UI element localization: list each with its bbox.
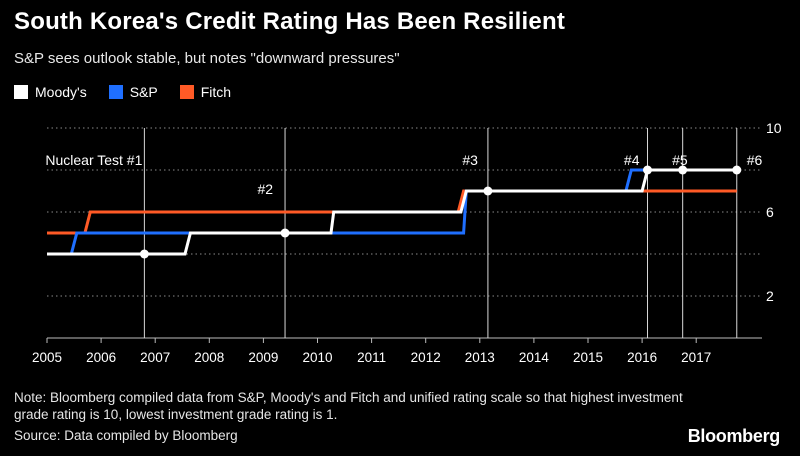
event-marker [678, 165, 688, 175]
event-marker [139, 249, 149, 259]
footnote: Note: Bloomberg compiled data from S&P, … [14, 390, 683, 422]
event-label: #2 [257, 181, 273, 197]
legend-swatch-fitch [179, 85, 194, 99]
x-tick-label: 2005 [32, 350, 62, 365]
legend-label-fitch: Fitch [200, 84, 232, 100]
event-marker [483, 186, 493, 196]
event-label: #6 [747, 152, 763, 168]
source-note: Source: Data compiled by Bloomberg [14, 428, 238, 443]
x-tick-label: 2008 [194, 350, 224, 365]
event-marker [643, 165, 653, 175]
legend-item-moodys: Moody's [14, 84, 87, 100]
legend-item-fitch: Fitch [179, 84, 232, 100]
event-label: #3 [462, 152, 478, 168]
y-tick-label: 10 [766, 120, 782, 136]
x-tick-label: 2006 [86, 350, 116, 365]
legend: Moody's S&P Fitch [14, 84, 231, 100]
x-tick-label: 2016 [627, 350, 657, 365]
legend-swatch-moodys [14, 85, 28, 99]
event-label: #5 [672, 152, 688, 168]
legend-label-moodys: Moody's [35, 84, 87, 100]
chart-subtitle: S&P sees outlook stable, but notes "down… [14, 50, 400, 67]
event-label: Nuclear Test #1 [45, 152, 142, 168]
legend-item-sp: S&P [108, 84, 158, 100]
x-tick-label: 2013 [465, 350, 495, 365]
x-tick-label: 2009 [248, 350, 278, 365]
y-tick-label: 2 [766, 288, 774, 304]
x-tick-label: 2007 [140, 350, 170, 365]
event-marker [280, 228, 290, 238]
legend-label-sp: S&P [129, 84, 158, 100]
x-tick-label: 2012 [411, 350, 441, 365]
y-tick-label: 6 [766, 204, 774, 220]
bloomberg-logo: Bloomberg [687, 426, 781, 446]
x-tick-label: 2015 [573, 350, 603, 365]
x-tick-label: 2010 [302, 350, 332, 365]
x-tick-label: 2011 [357, 350, 386, 365]
event-label: #4 [624, 152, 640, 168]
series-line-moodys [47, 168, 737, 256]
x-tick-label: 2017 [681, 350, 711, 365]
legend-swatch-sp [108, 85, 123, 99]
x-tick-label: 2014 [519, 350, 550, 365]
chart-title: South Korea's Credit Rating Has Been Res… [14, 8, 566, 35]
event-marker [732, 165, 742, 175]
